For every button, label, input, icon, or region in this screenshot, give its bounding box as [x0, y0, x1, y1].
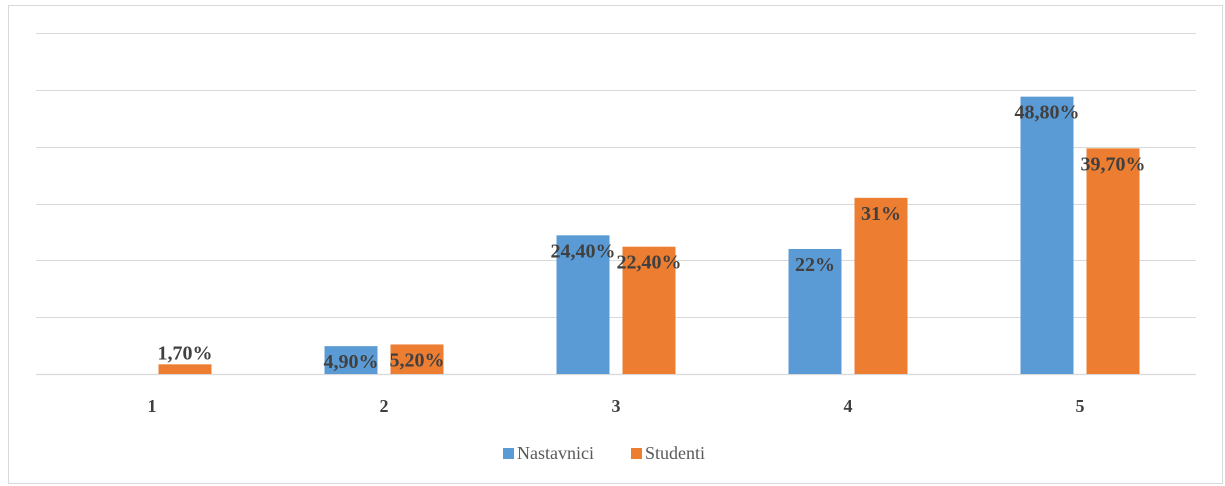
legend-swatch-nastavnici	[503, 448, 514, 459]
legend-label-nastavnici: Nastavnici	[517, 443, 594, 463]
category-label-2: 2	[380, 396, 389, 416]
bar-studenti-2	[390, 344, 444, 374]
legend-swatch-studenti	[631, 448, 642, 459]
bar-nastavnici-3	[556, 235, 610, 374]
data-label-studenti-4: 31%	[861, 203, 901, 225]
data-label-studenti-1: 1,70%	[158, 342, 213, 364]
data-label-nastavnici-5: 48,80%	[1015, 102, 1080, 124]
legend-label-studenti: Studenti	[645, 443, 705, 463]
bar-nastavnici-5	[1020, 96, 1074, 375]
bar-studenti-5	[1086, 148, 1140, 374]
bars	[158, 96, 1140, 375]
category-label-5: 5	[1076, 396, 1085, 416]
data-label-nastavnici-2: 4,90%	[324, 351, 379, 373]
category-label-1: 1	[148, 396, 157, 416]
bar-studenti-3	[622, 246, 676, 374]
bar-nastavnici-4	[788, 248, 842, 374]
category-labels: 1 2 3 4 5	[148, 396, 1085, 416]
data-labels: 1,70% 4,90% 5,20% 24,40%22,40% 22% 31% 48,80% 3…	[158, 102, 1146, 373]
data-label-studenti-2: 5,20%	[390, 349, 445, 371]
data-label-nastavnici-4: 22%	[795, 254, 835, 276]
legend: Nastavnici Studenti	[503, 443, 705, 463]
data-label-studenti-3: 22,40%	[617, 252, 682, 274]
gridlines	[36, 33, 1196, 376]
data-label-studenti-5: 39,70%	[1081, 153, 1146, 175]
bar-studenti-1	[158, 364, 212, 374]
category-label-3: 3	[612, 396, 621, 416]
category-label-4: 4	[844, 396, 853, 416]
data-label-nastavnici-3: 24,40%	[551, 240, 616, 262]
bar-nastavnici-2	[324, 346, 378, 374]
bar-studenti-4	[854, 197, 908, 374]
